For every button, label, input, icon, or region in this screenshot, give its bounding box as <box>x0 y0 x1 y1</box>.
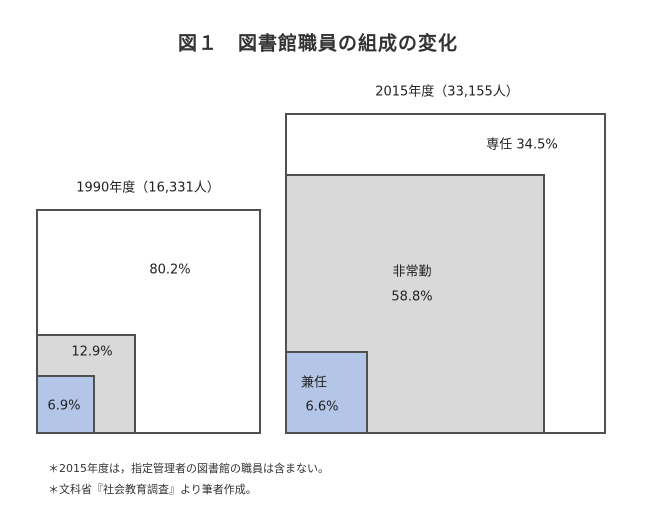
label-2015-middle: 58.8% <box>391 289 433 305</box>
footnote-1: ＊2015年度は，指定管理者の図書館の職員は含まない。 <box>48 462 329 475</box>
square-2015-inner <box>285 351 368 434</box>
label-2015-outer: 専任 34.5% <box>486 137 558 153</box>
footnote-2: ＊文科省『社会教育調査』より筆者作成。 <box>48 483 257 496</box>
label-1990-outer: 80.2% <box>149 262 191 278</box>
panel-2015-label: 2015年度（33,155人） <box>375 84 519 100</box>
chart-title: 図１ 図書館職員の組成の変化 <box>177 32 459 55</box>
label-1990-middle: 12.9% <box>71 344 113 360</box>
name-2015-middle: 非常勤 <box>392 264 432 280</box>
panel-1990-label: 1990年度（16,331人） <box>76 180 220 196</box>
square-1990-inner <box>36 375 95 434</box>
label-2015-inner: 6.6% <box>305 399 339 415</box>
label-1990-inner: 6.9% <box>47 398 81 414</box>
name-2015-inner: 兼任 <box>300 375 328 391</box>
